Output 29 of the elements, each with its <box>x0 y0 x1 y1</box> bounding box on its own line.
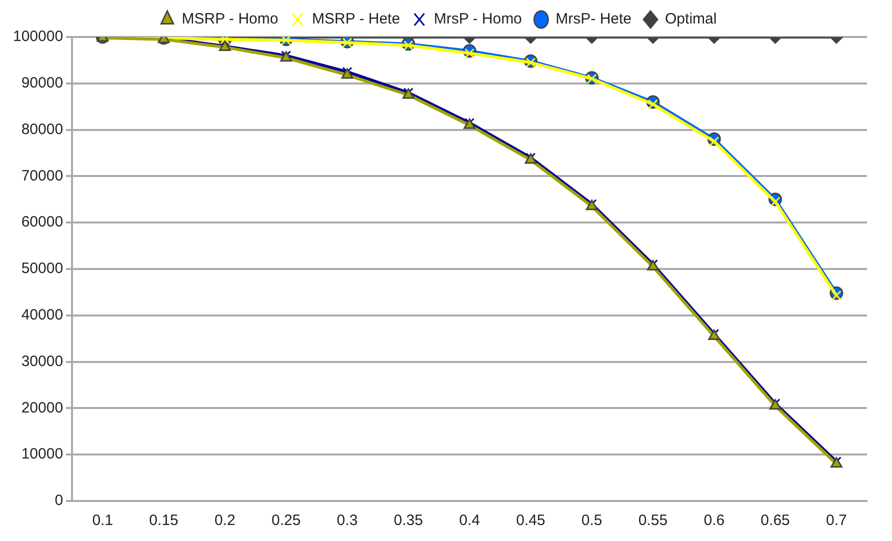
x-tick-label: 0.2 <box>214 512 236 530</box>
legend-label: MrsP- Hete <box>556 10 632 28</box>
y-tick-label: 40000 <box>21 306 64 324</box>
x-tick-label: 0.65 <box>760 512 790 530</box>
x-tick-label: 0.1 <box>92 512 114 530</box>
y-tick-label: 60000 <box>21 214 64 231</box>
x-tick-label: 0.55 <box>638 512 668 530</box>
x-tick-label: 0.4 <box>459 512 480 530</box>
y-tick-label: 90000 <box>21 74 64 92</box>
y-tick-label: 100000 <box>12 28 64 46</box>
y-tick-label: 30000 <box>21 352 64 370</box>
y-tick-label: 0 <box>54 492 64 510</box>
x-tick-label: 0.7 <box>826 512 847 530</box>
x-tick-label: 0.6 <box>704 512 725 530</box>
x-tick-label: 0.45 <box>516 512 546 530</box>
y-tick-label: 80000 <box>21 120 64 138</box>
x-tick-label: 0.5 <box>581 512 602 530</box>
x-tick-label: 0.3 <box>336 512 358 530</box>
legend-label: MSRP - Hete <box>312 10 400 28</box>
legend-label: MrsP - Homo <box>434 10 522 28</box>
y-tick-label: 20000 <box>21 399 64 416</box>
y-tick-label: 70000 <box>21 167 64 184</box>
y-tick-label: 10000 <box>21 446 64 463</box>
y-tick-label: 50000 <box>21 260 64 278</box>
legend-label: MSRP - Homo <box>182 10 278 28</box>
x-tick-label: 0.35 <box>394 512 423 530</box>
x-tick-label: 0.15 <box>149 512 178 530</box>
legend-label: Optimal <box>665 10 717 28</box>
x-tick-label: 0.25 <box>271 512 301 530</box>
